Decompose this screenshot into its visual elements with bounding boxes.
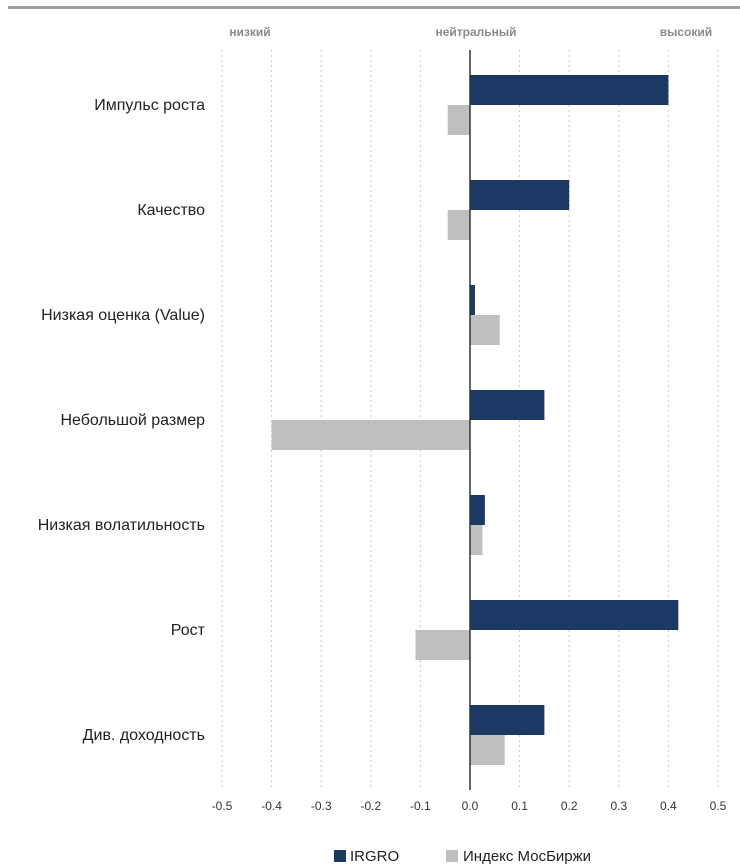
x-tick-labels: -0.5 -0.4 -0.3 -0.2 -0.1 0.0 0.1 0.2 0.3 0.4 0.5 (212, 799, 727, 813)
x-tick-label: -0.2 (360, 799, 381, 813)
category-label: Див. доходность (83, 727, 205, 744)
x-tick-label: 0.2 (561, 799, 578, 813)
x-tick-label: 0.3 (610, 799, 627, 813)
bar-moex-index (447, 105, 470, 135)
bar-moex-index (470, 525, 483, 555)
legend: IRGRO Индекс МосБиржи (334, 848, 591, 865)
legend-swatch-irgro (334, 850, 346, 862)
legend-label-moex: Индекс МосБиржи (463, 848, 591, 865)
category-labels: Импульс роста Качество Низкая оценка (Valu… (38, 97, 206, 744)
bar-moex-index (415, 630, 470, 660)
zone-label-high: высокий (660, 25, 712, 39)
bar-irgro (470, 600, 679, 630)
legend-swatch-moex (446, 850, 458, 862)
bar-irgro (470, 180, 570, 210)
zone-label-low: низкий (229, 25, 270, 39)
top-border-line (8, 6, 740, 9)
bar-irgro (470, 495, 485, 525)
bar-irgro (470, 285, 475, 315)
bar-moex-index (470, 315, 500, 345)
x-tick-label: -0.3 (311, 799, 332, 813)
x-tick-label: 0.0 (462, 799, 479, 813)
x-tick-label: -0.4 (261, 799, 282, 813)
category-label: Качество (137, 202, 205, 219)
bar-moex-index (447, 210, 470, 240)
zone-label-neutral: нейтральный (435, 25, 516, 39)
x-tick-label: 0.4 (660, 799, 677, 813)
x-tick-label: -0.5 (212, 799, 233, 813)
x-tick-label: -0.1 (410, 799, 431, 813)
bar-irgro (470, 705, 545, 735)
bars (271, 75, 679, 765)
x-tick-label: 0.1 (511, 799, 528, 813)
bar-irgro (470, 75, 669, 105)
x-tick-label: 0.5 (710, 799, 727, 813)
bar-irgro (470, 390, 545, 420)
category-label: Рост (171, 622, 206, 639)
legend-label-irgro: IRGRO (350, 848, 399, 865)
category-label: Импульс роста (94, 97, 205, 114)
bar-moex-index (470, 735, 505, 765)
category-label: Низкая волатильность (38, 517, 205, 534)
category-label: Низкая оценка (Value) (41, 307, 205, 324)
bar-moex-index (271, 420, 470, 450)
category-label: Небольшой размер (60, 412, 205, 429)
